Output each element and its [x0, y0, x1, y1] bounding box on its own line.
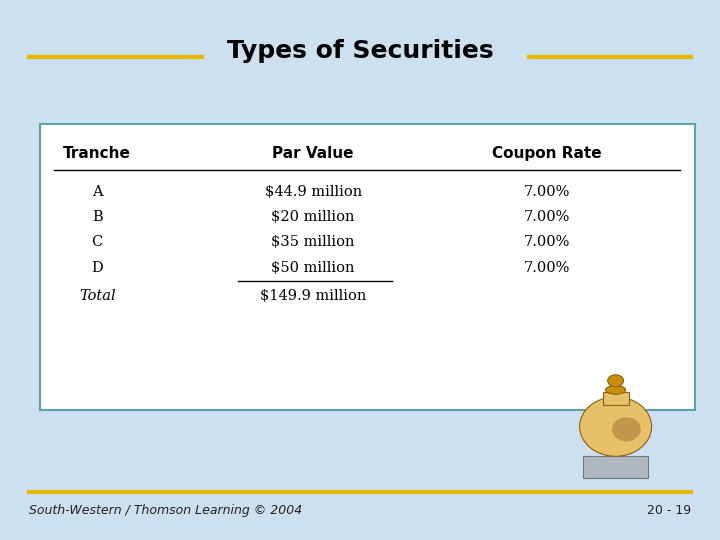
Text: A: A — [92, 185, 102, 199]
Text: $149.9 million: $149.9 million — [260, 289, 366, 303]
Ellipse shape — [580, 397, 652, 456]
Text: 7.00%: 7.00% — [524, 210, 570, 224]
Text: B: B — [92, 210, 102, 224]
Text: D: D — [91, 261, 103, 275]
FancyBboxPatch shape — [603, 392, 629, 405]
Text: $20 million: $20 million — [271, 210, 355, 224]
Ellipse shape — [606, 386, 626, 394]
Text: Total: Total — [79, 289, 115, 303]
Text: C: C — [91, 235, 103, 249]
Text: Types of Securities: Types of Securities — [227, 39, 493, 63]
Ellipse shape — [608, 375, 624, 387]
Text: $50 million: $50 million — [271, 261, 355, 275]
Text: 7.00%: 7.00% — [524, 235, 570, 249]
Ellipse shape — [612, 417, 641, 442]
FancyBboxPatch shape — [583, 456, 648, 478]
Text: $35 million: $35 million — [271, 235, 355, 249]
Text: Tranche: Tranche — [63, 146, 131, 161]
Text: 7.00%: 7.00% — [524, 185, 570, 199]
Text: 20 - 19: 20 - 19 — [647, 504, 691, 517]
Text: Par Value: Par Value — [272, 146, 354, 161]
Text: 7.00%: 7.00% — [524, 261, 570, 275]
Text: $44.9 million: $44.9 million — [264, 185, 362, 199]
Text: South-Western / Thomson Learning © 2004: South-Western / Thomson Learning © 2004 — [29, 504, 302, 517]
Text: Coupon Rate: Coupon Rate — [492, 146, 602, 161]
FancyBboxPatch shape — [40, 124, 695, 410]
